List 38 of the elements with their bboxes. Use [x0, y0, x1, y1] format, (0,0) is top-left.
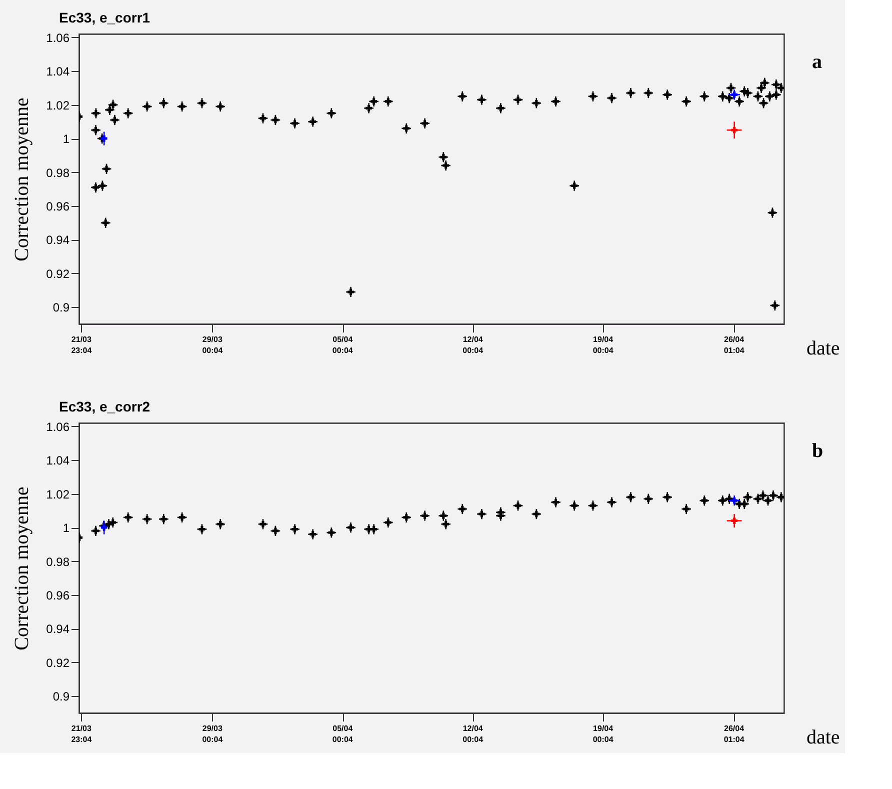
y-axis-title: Correction moyenne — [11, 486, 34, 650]
x-axis-title: date — [806, 726, 840, 748]
y-tick-label: 1 — [62, 521, 70, 536]
text: a — [812, 51, 822, 73]
y-tick-label: 0.98 — [46, 166, 70, 180]
y-tick-label: 0.9 — [52, 690, 70, 704]
chart-title: Ec33, e_corr2 — [59, 398, 150, 414]
x-tick-label: 29/03 00:04 — [202, 335, 224, 355]
y-tick-label: 1 — [62, 132, 70, 146]
y-tick-label: 0.9 — [52, 300, 70, 315]
x-tick-label: 12/04 00:04 — [462, 335, 484, 355]
x-tick-label: 29/03 00:04 — [202, 724, 224, 744]
x-tick-label: 19/04 00:04 — [592, 724, 614, 744]
y-tick-label: 0.94 — [46, 622, 70, 636]
y-tick-label: 0.94 — [46, 233, 70, 248]
x-tick-label: 26/04 01:04 — [724, 724, 745, 744]
text: b — [812, 440, 824, 462]
x-tick-label: 21/03 23:04 — [71, 335, 92, 355]
x-tick-label: 19/04 00:04 — [592, 335, 614, 355]
x-tick-label: 05/04 00:04 — [332, 724, 354, 744]
y-tick-label: 0.92 — [46, 266, 70, 281]
x-tick-label: 21/03 23:04 — [71, 724, 92, 744]
y-tick-label: 0.96 — [46, 588, 70, 602]
y-tick-label: 0.98 — [46, 554, 70, 569]
y-tick-label: 0.92 — [46, 656, 70, 670]
y-tick-label: 1.02 — [46, 98, 70, 112]
x-axis-title: date — [806, 338, 840, 360]
y-tick-label: 1.06 — [46, 420, 70, 434]
y-tick-label: 1.04 — [46, 454, 70, 468]
x-tick-label: 05/04 00:04 — [332, 335, 354, 355]
x-tick-label: 12/04 00:04 — [462, 724, 484, 744]
y-axis-title: Correction moyenne — [11, 97, 34, 262]
chart-title: Ec33, e_corr1 — [59, 9, 150, 26]
y-tick-label: 1.06 — [46, 30, 70, 45]
y-tick-label: 1.04 — [46, 64, 70, 79]
y-tick-label: 0.96 — [46, 199, 70, 214]
y-tick-label: 1.02 — [46, 487, 70, 502]
x-tick-label: 26/04 01:04 — [724, 335, 745, 355]
